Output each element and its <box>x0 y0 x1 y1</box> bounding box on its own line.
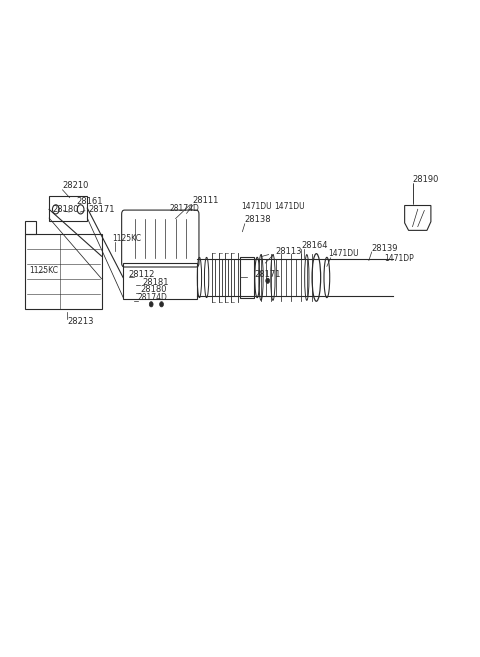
Text: 28180: 28180 <box>140 285 167 294</box>
Text: 28180: 28180 <box>52 205 78 214</box>
Bar <box>49 196 87 221</box>
Text: 28111: 28111 <box>192 196 219 206</box>
Text: 1125KC: 1125KC <box>113 235 142 243</box>
Circle shape <box>149 302 153 307</box>
Text: 28139: 28139 <box>371 244 398 253</box>
Text: 28164: 28164 <box>301 241 327 250</box>
Text: 1471DU: 1471DU <box>328 250 359 258</box>
Text: 1471DU: 1471DU <box>241 202 272 211</box>
Text: 1125KC: 1125KC <box>29 267 58 275</box>
Text: 28181: 28181 <box>143 277 169 286</box>
Bar <box>25 234 102 309</box>
Text: 28174D: 28174D <box>138 293 168 302</box>
Bar <box>123 263 197 299</box>
Text: 28161: 28161 <box>77 197 103 206</box>
Text: 28190: 28190 <box>413 175 439 185</box>
Text: 1471DP: 1471DP <box>384 254 414 263</box>
Text: 1471DU: 1471DU <box>275 202 305 211</box>
Text: 28213: 28213 <box>67 317 94 327</box>
Text: 28171: 28171 <box>89 205 115 214</box>
Bar <box>25 221 36 234</box>
Text: 28138: 28138 <box>245 215 271 225</box>
Circle shape <box>266 278 270 283</box>
Text: 28174D: 28174D <box>170 204 200 214</box>
Text: 28210: 28210 <box>62 181 89 191</box>
Text: 28113: 28113 <box>276 247 302 256</box>
Circle shape <box>160 302 164 307</box>
Text: 28112: 28112 <box>129 270 155 279</box>
Bar <box>240 258 254 298</box>
Text: 28171: 28171 <box>254 270 281 279</box>
